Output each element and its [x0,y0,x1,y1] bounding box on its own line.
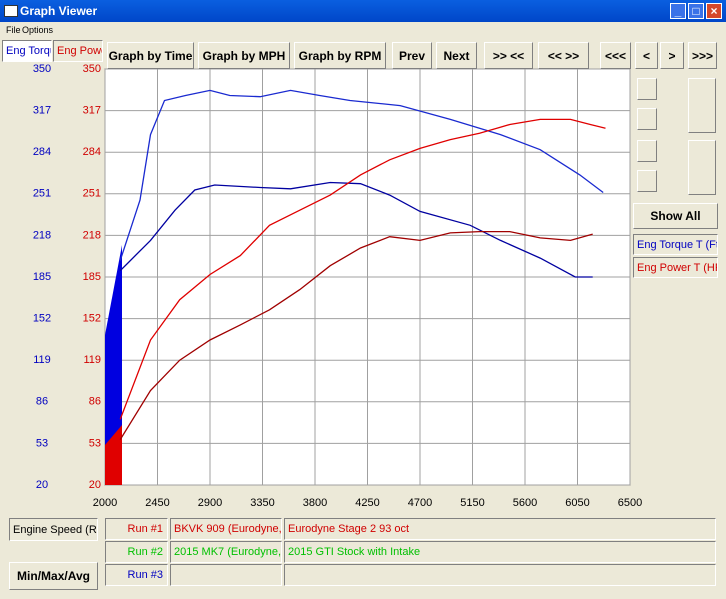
y2-tick-label: 119 [83,354,101,366]
tab[interactable]: Eng Torqu [2,40,52,62]
y-tick-label: 350 [33,63,51,75]
menu-item[interactable]: File [6,25,21,35]
x-tick-label: 4250 [355,497,379,509]
x-tick-label: 3350 [250,497,274,509]
startup-fill [105,425,122,485]
x-tick-label: 2900 [198,497,222,509]
y2-tick-label: 152 [83,313,101,325]
y-tick-label: 284 [33,146,51,158]
scroll-button[interactable] [688,140,716,195]
run-note: Eurodyne Stage 2 93 oct [284,518,716,540]
x-tick-label: 5150 [460,497,484,509]
tab[interactable]: Eng Powe [53,40,103,62]
y-tick-label: 86 [36,396,48,408]
x-tick-label: 6050 [565,497,589,509]
scroll-button[interactable] [637,78,657,100]
minimize-button[interactable]: _ [670,3,686,19]
y2-tick-label: 350 [83,63,101,75]
toolbar-button[interactable]: > [660,42,684,69]
toolbar-button[interactable]: Graph by Time [107,42,194,69]
y-tick-label: 185 [33,271,51,283]
y2-tick-label: 251 [83,188,101,200]
x-tick-label: 4700 [408,497,432,509]
scroll-button[interactable] [688,78,716,133]
show-all-button[interactable]: Show All [633,203,718,229]
y-tick-label: 20 [36,479,48,491]
toolbar-button[interactable]: Prev [392,42,432,69]
y-tick-label: 251 [33,188,51,200]
min-max-button[interactable]: Min/Max/Avg [9,562,98,590]
toolbar-button[interactable]: << >> [538,42,589,69]
y-tick-label: 218 [33,229,51,241]
legend-entry: Eng Torque T (Ft-l [633,234,718,255]
y2-tick-label: 185 [83,271,101,283]
legend-entry: Eng Power T (HP) [633,257,718,278]
x-tick-label: 2450 [145,497,169,509]
data-line [119,230,593,440]
y-tick-label: 53 [36,437,48,449]
x-tick-label: 3800 [303,497,327,509]
y2-tick-label: 284 [83,146,101,158]
run-label: Run #2 [105,541,168,563]
toolbar-button[interactable]: >> << [484,42,533,69]
app-icon [4,5,18,17]
scroll-button[interactable] [637,108,657,130]
x-tick-label: 6500 [618,497,642,509]
toolbar-button[interactable]: Graph by MPH [198,42,290,69]
run-car: BKVK 909 (Eurodyne, I [170,518,282,540]
run-car: 2015 MK7 (Eurodyne, E [170,541,282,563]
run-note [284,564,716,586]
y-tick-label: 317 [33,105,51,117]
toolbar-button[interactable]: >>> [688,42,717,69]
title-bar: Graph Viewer _ □ × [0,0,726,22]
menu-item[interactable]: Options [22,25,54,35]
scroll-button[interactable] [637,140,657,162]
startup-fill [105,245,122,485]
data-line [119,181,593,278]
chart: 20 53 86 119 152 185 218 251 284 317 350 20 53 86 119 1… [33,63,642,509]
y-tick-label: 152 [33,313,51,325]
y2-tick-label: 20 [89,479,101,491]
x-tick-label: 5600 [513,497,537,509]
toolbar-button[interactable]: < [635,42,658,69]
maximize-button[interactable]: □ [688,3,704,19]
scroll-button[interactable] [637,170,657,192]
y2-tick-label: 317 [83,105,101,117]
toolbar-button[interactable]: <<< [600,42,631,69]
y2-tick-label: 86 [89,396,101,408]
data-line [119,89,604,261]
data-line [119,118,606,420]
run-note: 2015 GTI Stock with Intake [284,541,716,563]
run-label: Run #1 [105,518,168,540]
y-tick-label: 119 [33,354,51,366]
y2-tick-label: 53 [89,437,101,449]
window-title: Graph Viewer [20,4,98,18]
toolbar-button[interactable]: Next [436,42,477,69]
y2-tick-label: 218 [83,229,101,241]
close-button[interactable]: × [706,3,722,19]
run-label: Run #3 [105,564,168,586]
x-tick-label: 2000 [93,497,117,509]
run-car [170,564,282,586]
toolbar-button[interactable]: Graph by RPM [294,42,386,69]
x-channel[interactable]: Engine Speed (RP [9,518,98,541]
